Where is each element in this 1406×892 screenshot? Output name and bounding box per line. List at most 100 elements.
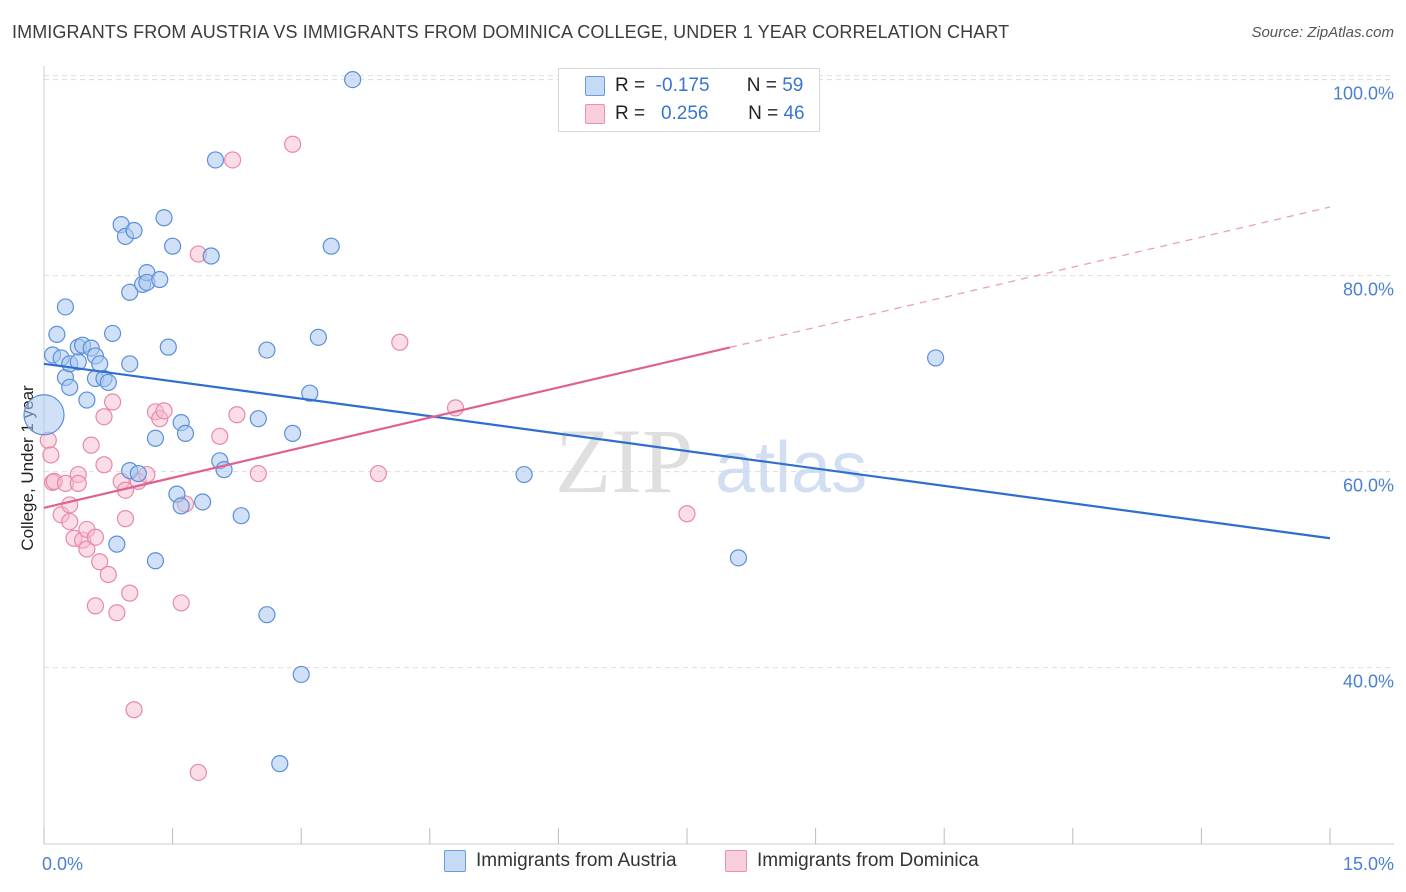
dominica-swatch — [585, 104, 605, 124]
dominica-point — [189, 763, 207, 782]
dominica-point — [61, 512, 79, 531]
y-tick-label: 100.0% — [1333, 84, 1394, 104]
dominica-point — [678, 505, 696, 523]
austria-point — [146, 552, 165, 570]
dominica-point — [78, 540, 96, 558]
dominica-point — [211, 427, 229, 445]
dominica-point — [86, 597, 105, 615]
austria-point — [301, 384, 319, 402]
legend-austria-label: Immigrants from Austria — [476, 850, 677, 871]
austria-point — [258, 606, 276, 624]
austria-point — [121, 355, 139, 373]
legend-n-label: N = — [746, 75, 777, 96]
austria-point — [271, 755, 289, 773]
watermark-atlas: atlas — [715, 428, 867, 508]
dominica-point — [82, 436, 100, 454]
austria-swatch — [585, 76, 605, 96]
austria-point — [108, 535, 126, 553]
austria-point — [78, 391, 96, 409]
watermark: ZIP — [555, 410, 693, 512]
series-legend: Immigrants from Austria Immigrants from … — [0, 850, 1406, 878]
y-tick-label: 60.0% — [1343, 476, 1394, 496]
dominica-point — [172, 594, 190, 612]
gridlines — [44, 75, 1394, 669]
dominica-trend-line — [43, 346, 731, 509]
austria-point — [155, 209, 173, 227]
austria-trend-line — [43, 362, 1331, 540]
austria-point — [172, 497, 190, 515]
dominica-point — [125, 701, 143, 719]
austria-point — [322, 237, 340, 255]
austria-legend-swatch — [444, 850, 466, 872]
austria-point — [159, 338, 177, 356]
austria-point — [23, 394, 65, 436]
dominica-point — [95, 408, 113, 426]
austria-point — [103, 324, 122, 343]
legend-austria-n: 59 — [782, 75, 804, 96]
austria-point — [292, 665, 310, 684]
dominica-point — [61, 496, 79, 514]
x-tick-label: 15.0% — [1343, 854, 1394, 874]
trend-lines — [43, 206, 1331, 540]
austria-point — [309, 328, 327, 346]
dominica-point — [228, 406, 246, 424]
austria-point — [194, 493, 212, 511]
dominica-point — [391, 333, 409, 351]
dominica-point — [249, 464, 267, 483]
legend-item-dominica: Immigrants from Dominica — [725, 850, 979, 872]
legend-r-label: R = — [615, 103, 646, 124]
dominica-point — [86, 528, 105, 546]
austria-point — [129, 464, 147, 483]
source-label: Source: ZipAtlas.com — [1251, 24, 1394, 41]
dominica-point — [42, 446, 60, 464]
austria-point — [69, 353, 87, 371]
series-austria-points — [23, 70, 945, 773]
legend-dominica-n: 46 — [783, 103, 805, 124]
dominica-point — [91, 553, 109, 571]
legend-dominica-label: Immigrants from Dominica — [757, 850, 979, 871]
austria-point — [48, 325, 66, 343]
austria-point — [121, 283, 139, 301]
austria-point — [61, 378, 79, 396]
dominica-point — [116, 510, 135, 528]
austria-point — [56, 298, 75, 316]
dominica-point — [369, 464, 387, 483]
austria-point — [99, 373, 117, 392]
x-tick-label: 0.0% — [42, 854, 83, 874]
dominica-point — [95, 456, 113, 474]
austria-point — [202, 247, 220, 265]
dominica-point — [121, 584, 139, 602]
dominica-point — [224, 151, 242, 169]
austria-point — [515, 465, 533, 484]
dominica-point — [108, 604, 126, 622]
dominica-point — [99, 565, 117, 584]
austria-point — [146, 429, 165, 447]
dominica-point — [103, 393, 122, 411]
legend-r-label: R = — [615, 75, 646, 96]
austria-point — [176, 424, 195, 442]
austria-point — [164, 237, 182, 255]
legend-dominica-r: 0.256 — [660, 103, 709, 124]
austria-point — [258, 341, 276, 359]
correlation-legend: R = -0.175 N = 59 R = 0.256 N = 46 — [558, 68, 820, 132]
legend-austria-r: -0.175 — [655, 75, 710, 96]
austria-point — [249, 410, 267, 428]
austria-point — [206, 151, 225, 169]
dominica-trend-extension — [729, 206, 1331, 349]
austria-point — [284, 424, 302, 442]
legend-item-austria: Immigrants from Austria — [444, 850, 677, 872]
dominica-point — [69, 474, 87, 492]
chart-title: IMMIGRANTS FROM AUSTRIA VS IMMIGRANTS FR… — [12, 22, 1010, 42]
austria-point — [91, 355, 109, 373]
austria-point — [232, 507, 250, 525]
y-tick-label: 40.0% — [1343, 672, 1394, 692]
legend-n-label: N = — [748, 103, 779, 124]
legend-row-dominica: R = 0.256 N = 46 — [585, 100, 805, 128]
tick-labels: 40.0% 60.0% 80.0% 100.0% 0.0% 15.0% — [42, 84, 1394, 874]
austria-point — [125, 221, 143, 240]
austria-point — [729, 549, 748, 567]
legend-row-austria: R = -0.175 N = 59 — [585, 72, 803, 100]
austria-point — [151, 270, 169, 289]
dominica-point — [284, 135, 302, 153]
